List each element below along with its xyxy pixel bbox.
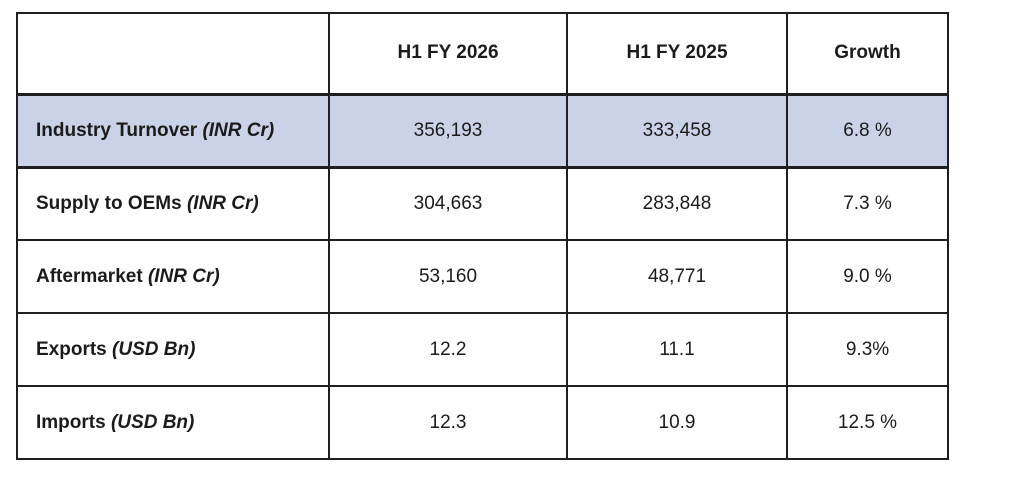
row-label: Aftermarket [36, 265, 143, 287]
row-unit: (USD Bn) [112, 338, 196, 360]
value-h1fy2026: 53,160 [328, 239, 568, 314]
table-row-imports: Imports (USD Bn) 12.3 10.9 12.5 % [16, 385, 949, 460]
table-row-industry-turnover: Industry Turnover (INR Cr) 356,193 333,4… [16, 93, 949, 169]
header-h1fy2026: H1 FY 2026 [328, 12, 568, 96]
value-growth: 6.8 % [786, 93, 949, 169]
value-h1fy2025: 48,771 [566, 239, 788, 314]
row-label-cell: Imports (USD Bn) [16, 385, 330, 460]
value-growth: 9.0 % [786, 239, 949, 314]
value-h1fy2025: 333,458 [566, 93, 788, 169]
value-h1fy2025: 10.9 [566, 385, 788, 460]
value-h1fy2025: 283,848 [566, 166, 788, 241]
table-header-row: H1 FY 2026 H1 FY 2025 Growth [16, 12, 949, 96]
row-unit: (INR Cr) [186, 192, 259, 214]
row-label: Exports [36, 338, 107, 360]
value-growth: 12.5 % [786, 385, 949, 460]
row-unit: (INR Cr) [202, 119, 275, 141]
row-unit: (INR Cr) [147, 265, 220, 287]
value-h1fy2026: 12.3 [328, 385, 568, 460]
row-label-cell: Industry Turnover (INR Cr) [16, 93, 330, 169]
value-h1fy2026: 12.2 [328, 312, 568, 387]
row-unit: (USD Bn) [110, 411, 195, 433]
header-growth: Growth [786, 12, 949, 96]
row-label: Industry Turnover [36, 119, 198, 141]
row-label-cell: Aftermarket (INR Cr) [16, 239, 330, 314]
value-h1fy2026: 304,663 [328, 166, 568, 241]
row-label-cell: Exports (USD Bn) [16, 312, 330, 387]
row-label: Supply to OEMs [36, 192, 182, 214]
value-growth: 7.3 % [786, 166, 949, 241]
row-label: Imports [36, 411, 106, 433]
row-label-cell: Supply to OEMs (INR Cr) [16, 166, 330, 241]
table-row-exports: Exports (USD Bn) 12.2 11.1 9.3% [16, 312, 949, 387]
header-h1fy2025: H1 FY 2025 [566, 12, 788, 96]
value-h1fy2026: 356,193 [328, 93, 568, 169]
table-row-aftermarket: Aftermarket (INR Cr) 53,160 48,771 9.0 % [16, 239, 949, 314]
value-h1fy2025: 11.1 [566, 312, 788, 387]
industry-stats-table: H1 FY 2026 H1 FY 2025 Growth Industry Tu… [16, 12, 949, 460]
value-growth: 9.3% [786, 312, 949, 387]
header-empty-cell [16, 12, 330, 96]
table-row-supply-to-oems: Supply to OEMs (INR Cr) 304,663 283,848 … [16, 166, 949, 241]
